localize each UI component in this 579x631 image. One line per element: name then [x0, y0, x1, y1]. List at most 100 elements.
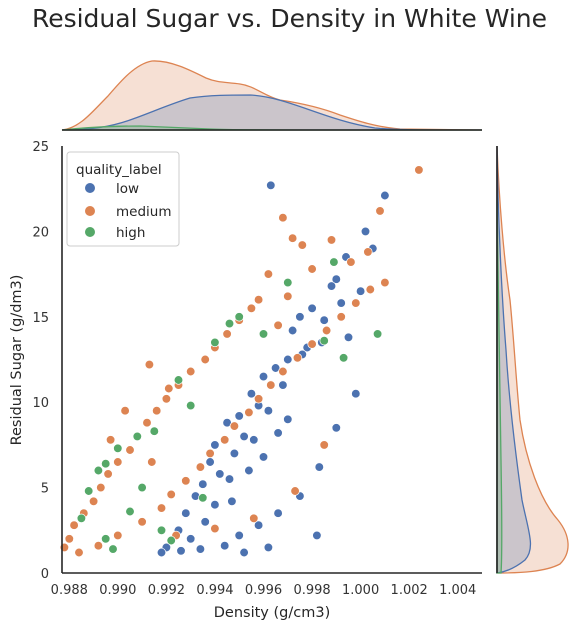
legend-marker-high	[85, 227, 95, 237]
scatter-point-medium	[166, 489, 176, 500]
scatter-point-medium	[181, 476, 191, 486]
scatter-point-low	[239, 547, 249, 558]
scatter-point-medium	[186, 366, 196, 377]
scatter-point-medium	[147, 457, 157, 467]
scatter-point-medium	[287, 233, 298, 243]
x-tick-label: 1.000	[342, 583, 379, 598]
x-tick-label: 0.998	[293, 583, 330, 598]
scatter-point-medium	[297, 240, 307, 250]
x-tick-label: 0.990	[99, 583, 136, 598]
scatter-point-medium	[103, 469, 113, 479]
scatter-point-low	[336, 298, 346, 308]
scatter-point-medium	[144, 359, 155, 370]
scatter-point-high	[372, 329, 383, 339]
scatter-point-medium	[164, 383, 174, 394]
scatter-point-medium	[346, 257, 356, 267]
right-kde-low	[496, 145, 532, 574]
scatter-point-medium	[156, 503, 167, 513]
scatter-point-medium	[380, 277, 390, 288]
scatter-point-low	[239, 431, 249, 442]
scatter-point-medium	[290, 486, 300, 496]
scatter-point-low	[283, 354, 293, 365]
y-axis-label: Residual Sugar (g/dm3)	[9, 275, 25, 446]
y-tick-labels: 0 5 10 15 20 25	[32, 140, 49, 582]
scatter-point-low	[220, 541, 230, 551]
scatter-point-medium	[74, 547, 84, 558]
top-marginal-kde	[61, 60, 483, 131]
scatter-point-high	[319, 336, 329, 346]
scatter-point-low	[249, 435, 259, 445]
y-tick-label: 15	[32, 311, 49, 326]
scatter-point-medium	[263, 269, 274, 279]
scatter-point-low	[227, 496, 237, 506]
scatter-point-medium	[222, 329, 232, 339]
legend-marker-low	[85, 183, 95, 193]
scatter-point-low	[360, 226, 371, 237]
legend-label-high: high	[116, 225, 145, 241]
scatter-point-high	[338, 353, 349, 363]
scatter-point-low	[198, 479, 208, 489]
y-tick-label: 10	[32, 396, 49, 411]
x-tick-label: 0.992	[148, 583, 185, 598]
scatter-point-medium	[273, 320, 283, 330]
legend-title: quality_label	[76, 162, 162, 178]
scatter-point-low	[258, 452, 269, 462]
scatter-point-medium	[137, 517, 147, 527]
right-marginal-kde	[496, 145, 569, 574]
scatter-point-high	[113, 443, 123, 453]
scatter-point-medium	[249, 513, 259, 523]
scatter-point-medium	[351, 298, 361, 308]
x-tick-label: 0.996	[245, 583, 282, 598]
scatter-point-low	[205, 457, 215, 467]
scatter-point-low	[278, 380, 288, 390]
top-kde-low	[61, 94, 483, 131]
top-kde-medium	[61, 60, 483, 131]
scatter-points	[59, 165, 424, 558]
scatter-point-low	[210, 440, 220, 450]
scatter-point-high	[186, 400, 196, 411]
scatter-point-high	[101, 534, 111, 544]
y-tick-label: 5	[41, 482, 49, 497]
scatter-point-low	[263, 406, 274, 416]
scatter-point-high	[173, 375, 184, 385]
scatter-point-high	[76, 513, 87, 523]
y-tick-label: 0	[41, 567, 49, 582]
scatter-point-high	[234, 312, 244, 322]
scatter-point-low	[156, 547, 167, 558]
scatter-point-medium	[113, 457, 123, 467]
scatter-point-low	[263, 542, 274, 553]
scatter-point-medium	[88, 496, 99, 506]
scatter-point-low	[314, 462, 324, 472]
scatter-point-high	[198, 493, 208, 503]
scatter-point-low	[186, 534, 196, 544]
x-tick-labels: 0.988 0.990 0.992 0.994 0.996 0.998 1.000 1.002…	[51, 583, 477, 598]
scatter-point-medium	[142, 418, 152, 428]
scatter-point-medium	[414, 165, 424, 175]
scatter-point-low	[258, 371, 269, 382]
scatter-point-low	[234, 411, 244, 421]
scatter-point-low	[181, 508, 191, 518]
scatter-point-low	[343, 332, 354, 342]
x-axis-label: Density (g/cm3)	[214, 605, 330, 621]
scatter-point-low	[266, 180, 276, 190]
scatter-point-low	[244, 465, 254, 476]
scatter-point-low	[195, 544, 206, 554]
scatter-point-high	[258, 329, 269, 339]
scatter-point-high	[283, 277, 293, 288]
scatter-point-medium	[307, 264, 317, 274]
scatter-point-medium	[205, 448, 215, 459]
scatter-point-medium	[125, 445, 135, 455]
scatter-point-medium	[229, 421, 240, 431]
scatter-point-medium	[113, 530, 123, 541]
x-tick-label: 0.988	[51, 583, 88, 598]
scatter-point-low	[307, 303, 317, 313]
scatter-point-medium	[93, 541, 104, 551]
legend-label-low: low	[116, 181, 139, 197]
x-tick-label: 1.002	[391, 583, 428, 598]
scatter-point-low	[331, 423, 341, 433]
scatter-point-low	[234, 530, 244, 541]
scatter-point-high	[84, 486, 94, 496]
chart-title: Residual Sugar vs. Density in White Wine	[31, 4, 548, 33]
scatter-point-low	[224, 474, 235, 484]
x-tick-label: 0.994	[196, 583, 233, 598]
